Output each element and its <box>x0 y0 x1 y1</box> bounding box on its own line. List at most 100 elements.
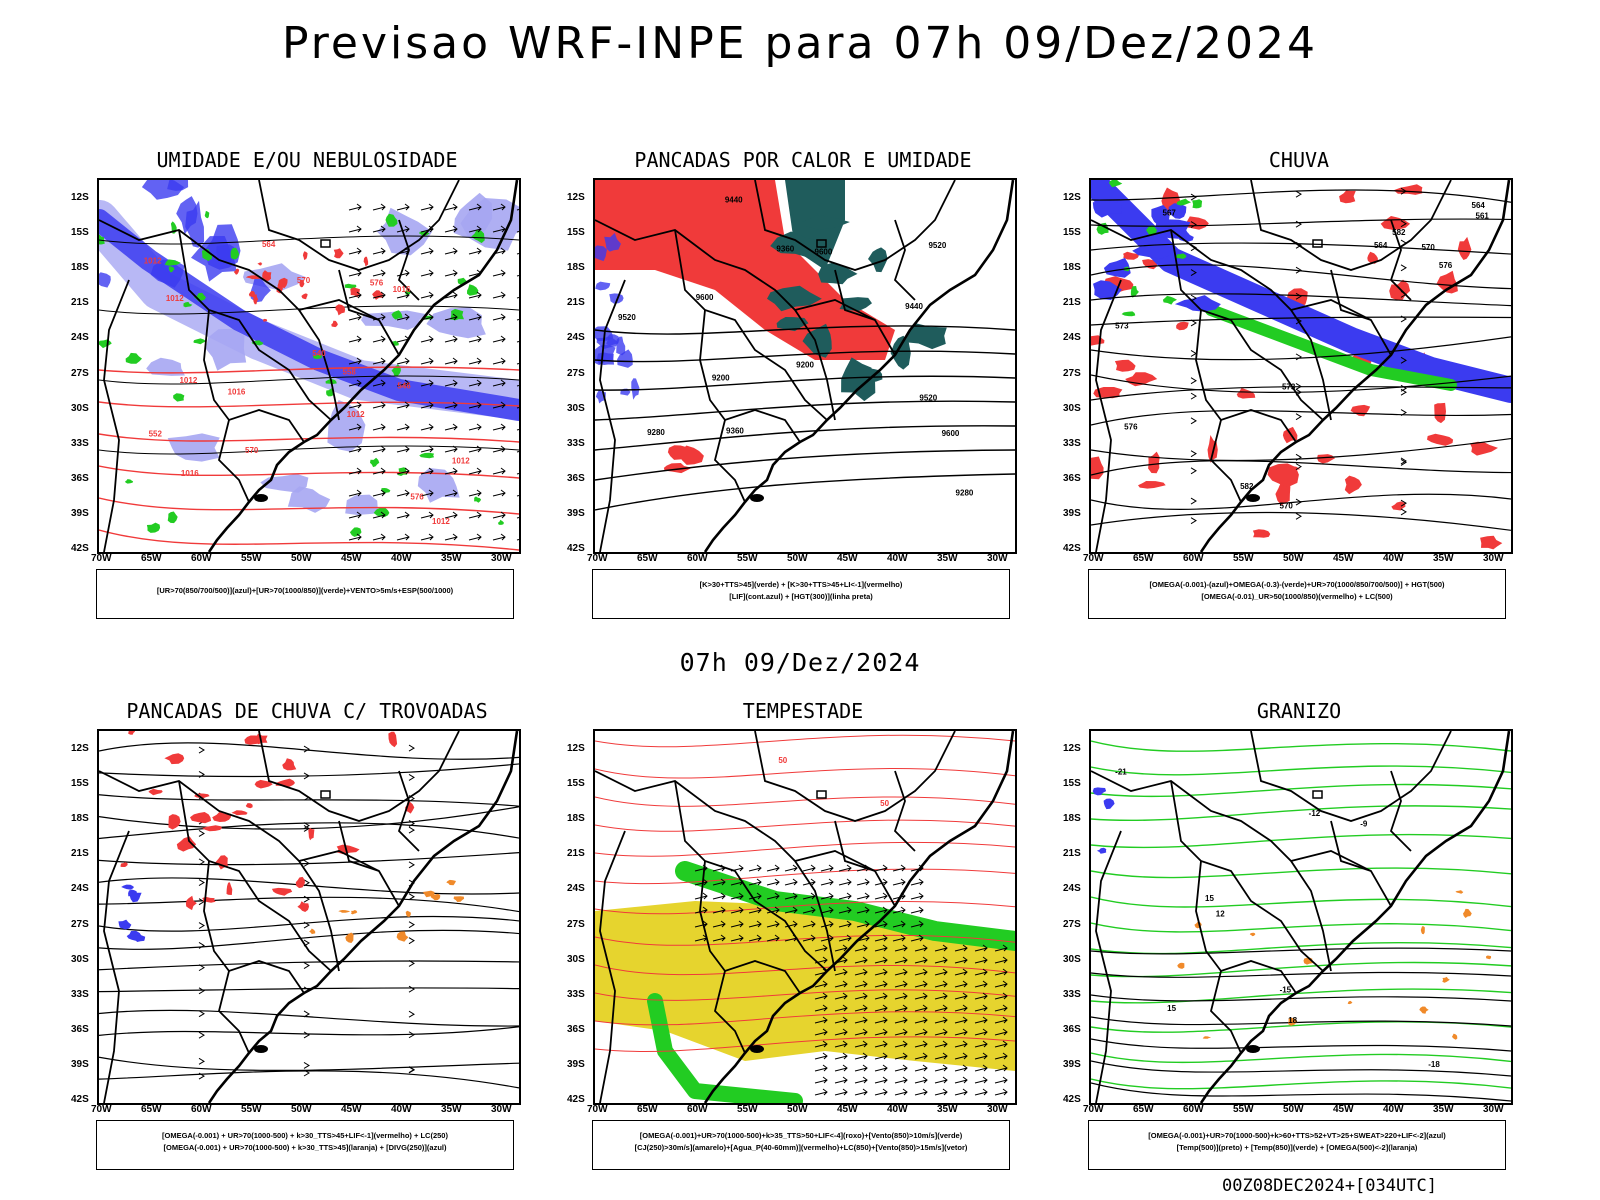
lake-marker <box>816 239 827 248</box>
wind-vector <box>954 1016 968 1024</box>
low-level-humidity-green <box>125 479 134 484</box>
wind-vector <box>838 892 852 900</box>
low-level-humidity-green <box>99 339 112 349</box>
wind-vector <box>934 1016 948 1024</box>
geopotential-height-contour <box>595 400 1015 421</box>
streamline-arrow <box>408 1010 415 1018</box>
forecast-time-label: 07h 09/Dez/2024 <box>679 648 921 677</box>
latitude-label: 33S <box>71 988 89 1000</box>
wind-vector <box>420 401 434 409</box>
height-contour <box>1091 437 1511 462</box>
state-border <box>99 770 340 972</box>
contour-label: 9440 <box>725 195 743 204</box>
low-level-humidity-green <box>167 511 178 524</box>
longitude-label: 60W <box>1183 1104 1204 1115</box>
streamline-arrow <box>198 1072 205 1080</box>
lake-marker <box>1246 494 1260 502</box>
contour-label: 15 <box>1205 894 1214 903</box>
wind-vector <box>934 944 948 952</box>
divergence-area-blue <box>118 919 132 930</box>
streamline <box>99 1026 519 1036</box>
wind-vector <box>492 203 506 211</box>
wind-vector <box>994 968 1008 976</box>
height-contour <box>1091 242 1511 255</box>
contour-label: 1016 <box>393 285 411 294</box>
contour-label: 564 <box>1374 241 1388 250</box>
wind-vector <box>748 934 762 942</box>
latitude-label: 27S <box>1063 918 1081 930</box>
rain-area-green <box>1121 311 1136 317</box>
wind-vector <box>934 1076 948 1084</box>
latitude-label: 21S <box>567 297 585 309</box>
legend-line: [K>30+TTS>45](verde) + [K>30+TTS>45+LI<-… <box>699 580 903 589</box>
wind-vector <box>820 920 834 928</box>
temperature-850-contour <box>1091 988 1511 1004</box>
wind-vector <box>372 203 386 211</box>
rain-area-red <box>1393 184 1423 195</box>
wind-vector <box>814 1004 828 1012</box>
temperature-850-contour <box>1091 805 1511 822</box>
wind-vector <box>914 980 928 988</box>
streamline-arrow <box>303 921 310 929</box>
wind-vector <box>444 335 458 343</box>
streamline-arrow <box>1295 512 1302 520</box>
streamline-arrow <box>303 895 310 903</box>
longitude-label: 40W <box>391 1104 412 1115</box>
longitude-label: 60W <box>191 1104 212 1115</box>
wind-vector <box>516 340 519 343</box>
latitude-label: 24S <box>567 332 585 344</box>
wind-vector <box>934 980 948 988</box>
rain-area-green <box>1176 198 1192 206</box>
omega-area-orange <box>1452 1033 1458 1040</box>
wind-vector <box>854 1040 868 1048</box>
longitude-label: 55W <box>241 553 262 564</box>
wind-vector <box>766 920 780 928</box>
streamline <box>99 794 519 807</box>
contour-label: 9520 <box>928 241 946 250</box>
longitude-label: 40W <box>391 553 412 564</box>
wind-vector <box>934 1064 948 1072</box>
streamline-arrow <box>198 964 205 972</box>
rain-area-red <box>1275 481 1291 506</box>
map-layers: 1012 1012 1012 1012 1012 1012 1016 1016 1016 570 5… <box>99 180 519 552</box>
rain-area-red <box>1457 236 1472 260</box>
latitude-label: 15S <box>567 778 585 790</box>
wind-vector <box>348 313 362 321</box>
contour-label: 9280 <box>956 488 974 497</box>
streamline-arrow <box>1400 356 1407 364</box>
wind-vector <box>766 878 780 886</box>
red-marker <box>277 277 288 289</box>
latitude-label: 36S <box>1063 472 1081 484</box>
contour-label: 9360 <box>776 244 794 253</box>
wind-850-area-green <box>675 861 1015 951</box>
wind-vector <box>974 992 988 1000</box>
temperature-850-contour <box>1091 896 1511 908</box>
wind-vector <box>994 1004 1008 1012</box>
streamline <box>99 987 519 993</box>
omega-area-orange <box>1177 962 1185 969</box>
wind-vector <box>492 269 506 277</box>
state-border <box>595 219 836 421</box>
wind-vector <box>348 225 362 233</box>
wind-vector <box>444 357 458 365</box>
latitude-label: 12S <box>567 192 585 203</box>
wind-vector <box>802 864 816 872</box>
latitude-label: 24S <box>71 332 89 344</box>
streamline-arrow <box>1400 409 1407 416</box>
wind-vector <box>516 428 519 431</box>
streamline-arrow <box>408 1031 415 1039</box>
contour-label: 9360 <box>726 426 744 435</box>
wind-vector <box>874 968 888 976</box>
streamline-arrow <box>198 898 205 906</box>
panel-title: GRANIZO <box>1256 699 1342 723</box>
humidity-layer-light <box>287 486 331 513</box>
state-border <box>1095 830 1122 1103</box>
temperature-500-contour <box>1091 1060 1511 1077</box>
wind-vector <box>348 445 362 453</box>
wind-vector <box>348 335 362 343</box>
precipitable-water-contour <box>595 768 1015 779</box>
height-contour <box>1091 374 1511 393</box>
wind-vector <box>444 533 458 541</box>
state-border <box>1095 279 1122 552</box>
wind-vector <box>396 445 410 453</box>
